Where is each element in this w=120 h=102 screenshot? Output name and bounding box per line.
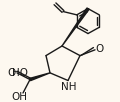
Text: OH: OH [11,92,27,102]
Text: O: O [8,68,16,78]
Text: HO: HO [12,68,28,78]
Text: O: O [95,44,103,54]
Text: NH: NH [61,82,77,92]
Polygon shape [30,73,50,81]
Polygon shape [62,8,89,46]
